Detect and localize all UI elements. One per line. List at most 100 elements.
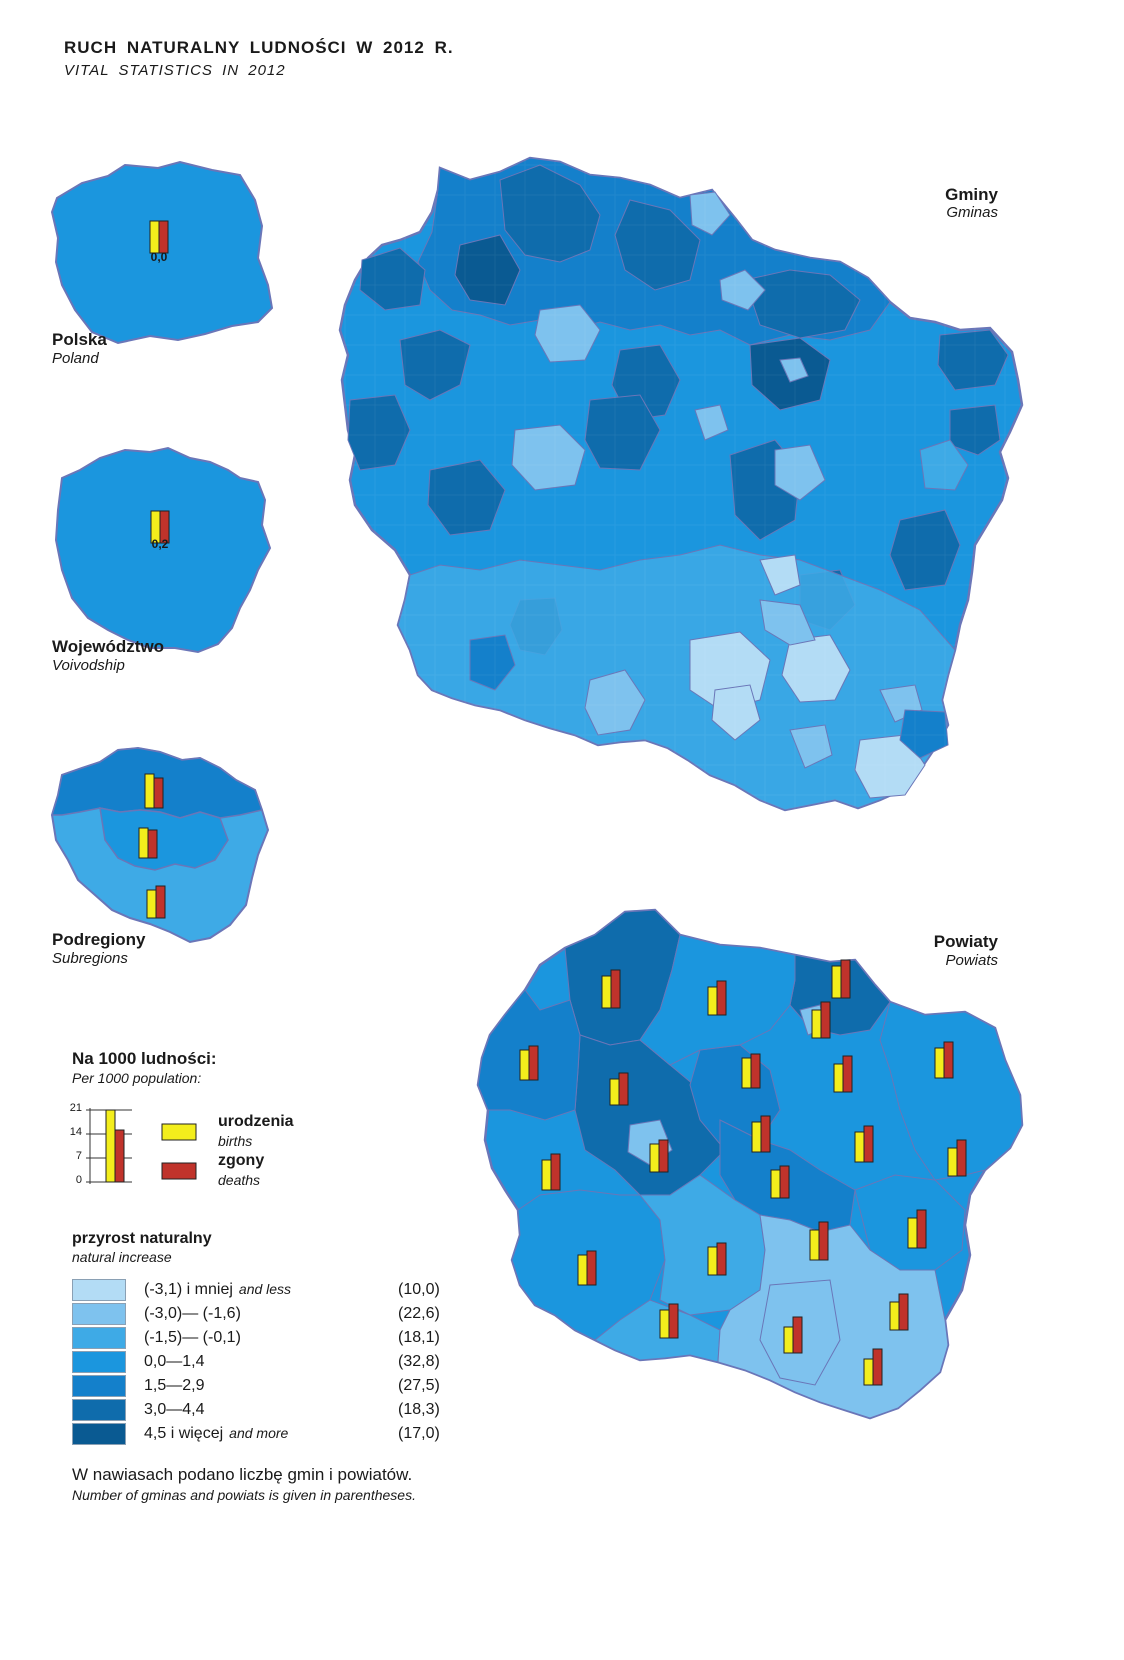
legend-class: (-1,5)— (-0,1) (18,1) <box>72 1326 458 1350</box>
poland-label-en: Poland <box>52 350 99 367</box>
bar-group <box>934 1041 954 1079</box>
legend-count: (10,0) <box>398 1281 440 1298</box>
legend-swatch <box>72 1327 126 1349</box>
deaths-bar <box>716 980 727 1016</box>
deaths-bar <box>820 1001 831 1039</box>
legend-class: 4,5 i więcej and more (17,0) <box>72 1422 458 1446</box>
legend-class: (-3,0)— (-1,6) (22,6) <box>72 1302 458 1326</box>
bar-group <box>659 1303 679 1339</box>
births-bar <box>809 1229 820 1261</box>
deaths-bar <box>840 959 851 999</box>
legend-classes: (-3,1) i mniej and less (10,0) (-3,0)— (-1,… <box>72 1278 458 1446</box>
deaths-bar <box>750 1053 761 1089</box>
deaths-bar <box>610 969 621 1009</box>
bar-group <box>577 1250 597 1286</box>
legend-swatch <box>72 1423 126 1445</box>
legend-count: (22,6) <box>398 1305 440 1322</box>
deaths-bar <box>155 885 166 919</box>
births-bar <box>519 1049 530 1081</box>
legend-swatch <box>72 1399 126 1421</box>
poland-value: 0,0 <box>150 250 168 264</box>
legend-range: 3,0—4,4 <box>144 1401 205 1418</box>
deaths-bar <box>618 1072 629 1106</box>
powiats-map <box>476 908 1024 1420</box>
bar-group <box>854 1125 874 1163</box>
births-bar <box>947 1147 958 1177</box>
bar-group <box>783 1316 803 1354</box>
legend-count: (27,5) <box>398 1377 440 1394</box>
deaths-bar <box>153 777 164 809</box>
births-bar <box>649 1143 660 1173</box>
bar-group <box>770 1165 790 1199</box>
legend-range-suffix: and more <box>229 1425 289 1441</box>
births-bar <box>707 1246 718 1276</box>
births-bar <box>741 1057 752 1089</box>
subregions-label: Podregiony <box>52 930 146 949</box>
scale-subtitle: Per 1000 population: <box>72 1070 202 1086</box>
deaths-bar <box>818 1221 829 1261</box>
births-bar <box>146 889 157 919</box>
legend-count: (17,0) <box>398 1425 440 1442</box>
deaths-bar <box>159 510 170 544</box>
births-bar <box>907 1217 918 1249</box>
legend-swatch <box>72 1351 126 1373</box>
deaths-bar <box>872 1348 883 1386</box>
bar-group <box>609 1072 629 1106</box>
footnote: W nawiasach podano liczbę gmin i powiató… <box>72 1465 413 1484</box>
births-bar <box>144 773 155 809</box>
legend-title: przyrost naturalny <box>72 1230 212 1247</box>
births-swatch <box>161 1123 197 1141</box>
births-bar <box>149 220 160 254</box>
bar-group <box>831 959 851 999</box>
bar-group <box>150 510 170 544</box>
births-bar <box>541 1159 552 1191</box>
deaths-bar <box>716 1242 727 1276</box>
births-bar <box>863 1358 874 1386</box>
subregions-label-en: Subregions <box>52 950 128 967</box>
voivodship-label: Województwo <box>52 637 165 656</box>
births-bar <box>659 1309 670 1339</box>
births-bar <box>707 986 718 1016</box>
legend-range: (-3,1) i mniej and less <box>144 1281 292 1298</box>
births-bar <box>854 1131 865 1163</box>
bar-group <box>751 1115 771 1153</box>
deaths-bar <box>528 1045 539 1081</box>
deaths-bar <box>916 1209 927 1249</box>
bar-group <box>138 827 158 859</box>
bar-group <box>707 1242 727 1276</box>
bar-group <box>947 1139 967 1177</box>
bar-group <box>889 1293 909 1331</box>
legend-class: 1,5—2,9 (27,5) <box>72 1374 458 1398</box>
legend-count: (32,8) <box>398 1353 440 1370</box>
legend-class: 0,0—1,4 (32,8) <box>72 1350 458 1374</box>
bar-group <box>649 1139 669 1173</box>
gminas-label: Gminy <box>945 185 998 204</box>
gminas-label-en: Gminas <box>946 204 998 221</box>
legend-range: (-3,0)— (-1,6) <box>144 1305 241 1322</box>
births-bar <box>138 827 149 859</box>
scale-tick: 21 <box>69 1102 82 1114</box>
voivodship-map <box>54 446 272 654</box>
legend-count: (18,3) <box>398 1401 440 1418</box>
legend-range: 0,0—1,4 <box>144 1353 205 1370</box>
legend-swatch <box>72 1375 126 1397</box>
bar-group <box>149 220 169 254</box>
legend-swatch <box>72 1303 126 1325</box>
births-bar <box>783 1326 794 1354</box>
deaths-bar <box>956 1139 967 1177</box>
bar-group <box>809 1221 829 1261</box>
births-bar <box>833 1063 844 1093</box>
powiats-label: Powiaty <box>933 932 998 951</box>
births-bar <box>811 1009 822 1039</box>
bar-group <box>741 1053 761 1089</box>
births-label-en: births <box>218 1133 253 1149</box>
footnote-en: Number of gminas and powiats is given in… <box>72 1487 416 1503</box>
bar-group <box>907 1209 927 1249</box>
deaths-bar <box>550 1153 561 1191</box>
bar-group <box>541 1153 561 1191</box>
bar-group <box>601 969 621 1009</box>
legend-range: 1,5—2,9 <box>144 1377 205 1394</box>
voivodship-value: 0,2 <box>151 537 169 551</box>
legend-swatch <box>72 1279 126 1301</box>
